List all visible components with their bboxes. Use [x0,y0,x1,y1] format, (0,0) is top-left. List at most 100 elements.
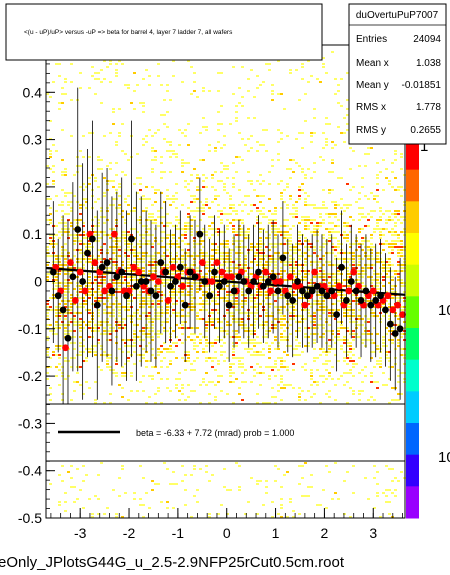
heat-cell [235,117,238,119]
heat-cell [139,330,142,332]
heat-cell [208,144,211,146]
heat-cell [292,291,295,293]
heat-cell [64,258,67,260]
heat-cell [376,333,379,335]
heat-cell [166,348,169,350]
heat-cell [202,336,205,338]
heat-cell [64,306,67,308]
heat-cell [277,348,280,350]
heat-cell [70,222,73,224]
heat-cell [118,183,121,185]
heat-cell [139,303,142,305]
heat-cell [376,255,379,257]
heat-cell [265,336,268,338]
heat-cell [376,252,379,254]
heat-cell [277,357,280,359]
heat-cell [283,252,286,254]
heat-cell [202,318,205,320]
heat-cell [208,393,211,395]
heat-cell [202,210,205,212]
heat-cell [64,228,67,230]
heat-cell [400,267,403,269]
heat-cell [139,198,142,200]
heat-cell [361,390,364,392]
heat-cell [304,261,307,263]
heat-cell [373,381,376,383]
heat-cell [187,354,190,356]
heat-cell [46,276,49,278]
heat-cell [334,303,337,305]
heat-cell [235,336,238,338]
heat-cell [103,354,106,356]
heat-cell [112,489,115,491]
heat-cell [313,171,316,173]
heat-cell [73,315,76,317]
heat-cell [64,171,67,173]
heat-cell [277,312,280,314]
heat-cell [169,144,172,146]
heat-cell [289,261,292,263]
heat-cell [88,177,91,179]
heat-cell [196,351,199,353]
heat-cell [121,366,124,368]
heat-cell [262,354,265,356]
heat-cell [187,162,190,164]
heat-cell [235,210,238,212]
heat-cell [322,489,325,491]
heat-cell [220,180,223,182]
heat-cell [274,360,277,362]
heat-cell [223,360,226,362]
heat-cell [55,321,58,323]
heat-cell [379,234,382,236]
heat-cell [82,345,85,347]
heat-cell [181,291,184,293]
heat-cell [82,156,85,158]
heat-cell [106,306,109,308]
heat-cell [229,375,232,377]
heat-cell [199,339,202,341]
heat-cell [106,318,109,320]
heat-cell [133,210,136,212]
heat-cell [196,189,199,191]
heat-cell [388,219,391,221]
heat-cell [73,348,76,350]
heat-cell [364,225,367,227]
heat-cell [379,207,382,209]
heat-cell [292,516,295,518]
heat-cell [103,321,106,323]
heat-cell [214,285,217,287]
heat-cell [208,357,211,359]
heat-cell [103,243,106,245]
heat-cell [292,264,295,266]
heat-cell [58,354,61,356]
heat-cell [166,303,169,305]
colorbar-label-1: 1 [420,138,428,155]
heat-cell [202,186,205,188]
heat-cell [376,183,379,185]
heat-cell [109,315,112,317]
heat-cell [133,498,136,500]
heat-cell [238,261,241,263]
heat-cell [319,222,322,224]
heat-cell [241,201,244,203]
heat-cell [73,237,76,239]
heat-cell [136,261,139,263]
heat-cell [157,354,160,356]
heat-cell [103,327,106,329]
heat-cell [193,327,196,329]
heat-cell [316,240,319,242]
heat-cell [109,246,112,248]
heat-cell [379,216,382,218]
heat-cell [274,327,277,329]
heat-cell [319,309,322,311]
heat-cell [382,336,385,338]
heat-cell [193,465,196,467]
heat-cell [82,267,85,269]
heat-cell [301,366,304,368]
heat-cell [388,402,391,404]
heat-cell [223,144,226,146]
heat-cell [400,249,403,251]
heat-cell [319,249,322,251]
heat-cell [307,60,310,62]
red-data-point [154,278,162,285]
